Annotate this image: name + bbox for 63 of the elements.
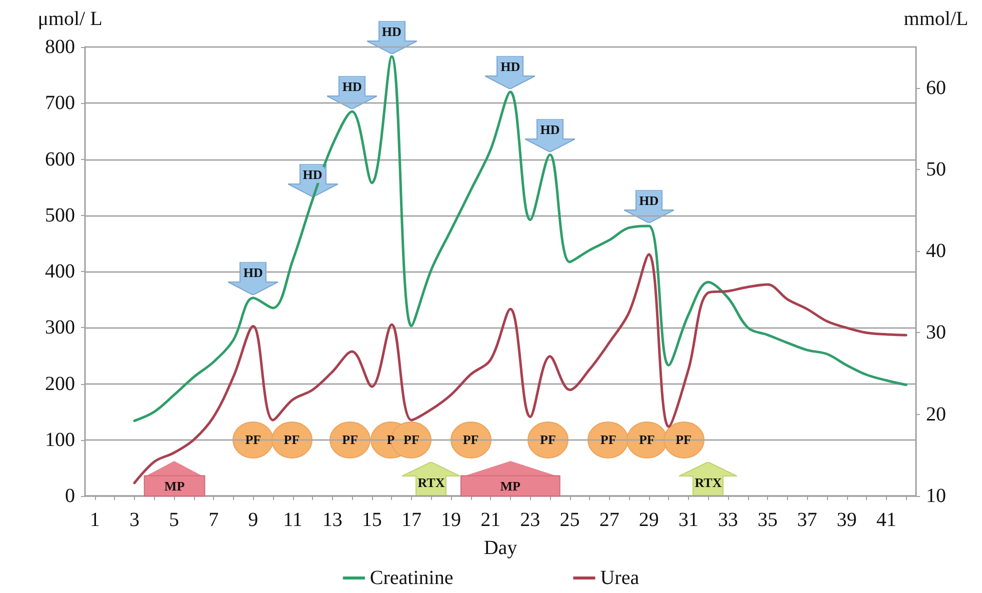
- x-tick-label: 17: [401, 509, 422, 531]
- y-axis-title: μmol/ L: [38, 8, 102, 30]
- x-tick-label: 3: [129, 509, 140, 531]
- annotation: HD: [498, 58, 522, 75]
- annotation: PF: [284, 432, 300, 448]
- x-tick-label: 9: [248, 509, 258, 531]
- x-tick-label: 39: [836, 509, 857, 531]
- x-tick-label: 13: [322, 509, 342, 531]
- y-tick-label: 0: [65, 485, 75, 507]
- y-tick-label: 300: [45, 316, 75, 339]
- x-tick-label: 19: [441, 509, 462, 531]
- annotation: PF: [540, 432, 556, 448]
- x-tick-label: 15: [362, 509, 382, 531]
- x-tick-label: 5: [169, 509, 180, 531]
- y2-tick-label: 20: [926, 403, 946, 426]
- annotation: PF: [404, 432, 420, 448]
- y-tick-label: 700: [45, 92, 75, 114]
- x-tick-label: 11: [283, 509, 302, 531]
- annotation: RTX: [694, 475, 722, 491]
- annotation: HD: [340, 78, 364, 95]
- x-tick-label: 21: [480, 509, 501, 531]
- x-tick-label: 37: [797, 509, 818, 531]
- annotation: PF: [676, 432, 692, 448]
- annotation: HD: [380, 24, 404, 40]
- band-label: MP: [164, 478, 185, 494]
- x-tick-label: 7: [208, 509, 219, 531]
- y-tick-label: 800: [45, 36, 75, 58]
- y2-tick-label: 50: [926, 158, 946, 180]
- annotation: HD: [637, 193, 661, 210]
- y-tick-label: 100: [45, 428, 75, 451]
- y-tick-label: 400: [45, 260, 75, 282]
- y2-tick-label: 30: [926, 322, 946, 344]
- y2-tick-label: 10: [926, 485, 946, 507]
- annotation: HD: [300, 166, 324, 183]
- band-label: MP: [500, 478, 521, 494]
- x-tick-label: 33: [718, 509, 738, 531]
- x-tick-label: 23: [520, 509, 540, 531]
- x-tick-label: 29: [638, 509, 659, 531]
- line-series: [133, 55, 908, 422]
- annotation: HD: [538, 122, 562, 138]
- x-tick-label: 25: [560, 509, 580, 531]
- x-tick-label: 41: [876, 509, 896, 531]
- annotation: PF: [638, 432, 655, 448]
- y2-axis-title: mmol/L: [904, 8, 968, 30]
- y-tick-label: 600: [45, 148, 75, 170]
- x-tick-label: 1: [90, 509, 100, 531]
- y2-tick-label: 40: [926, 240, 946, 262]
- legend-label: Creatinine: [370, 567, 454, 589]
- annotation: HD: [241, 264, 265, 281]
- x-tick-label: 35: [758, 509, 778, 531]
- legend-label: Urea: [600, 567, 640, 589]
- annotation: PF: [342, 432, 358, 448]
- y2-tick-label: 60: [926, 76, 946, 99]
- annotation: PF: [245, 432, 262, 448]
- x-tick-label: 27: [599, 509, 620, 531]
- annotation: RTX: [418, 475, 445, 491]
- x-tick-label: 31: [678, 509, 698, 531]
- annotation: P: [386, 432, 395, 448]
- annotation: PF: [462, 432, 479, 448]
- y-tick-label: 200: [45, 372, 75, 395]
- annotation: PF: [600, 432, 616, 448]
- y-tick-label: 500: [45, 204, 75, 226]
- x-axis-title: Day: [484, 537, 518, 559]
